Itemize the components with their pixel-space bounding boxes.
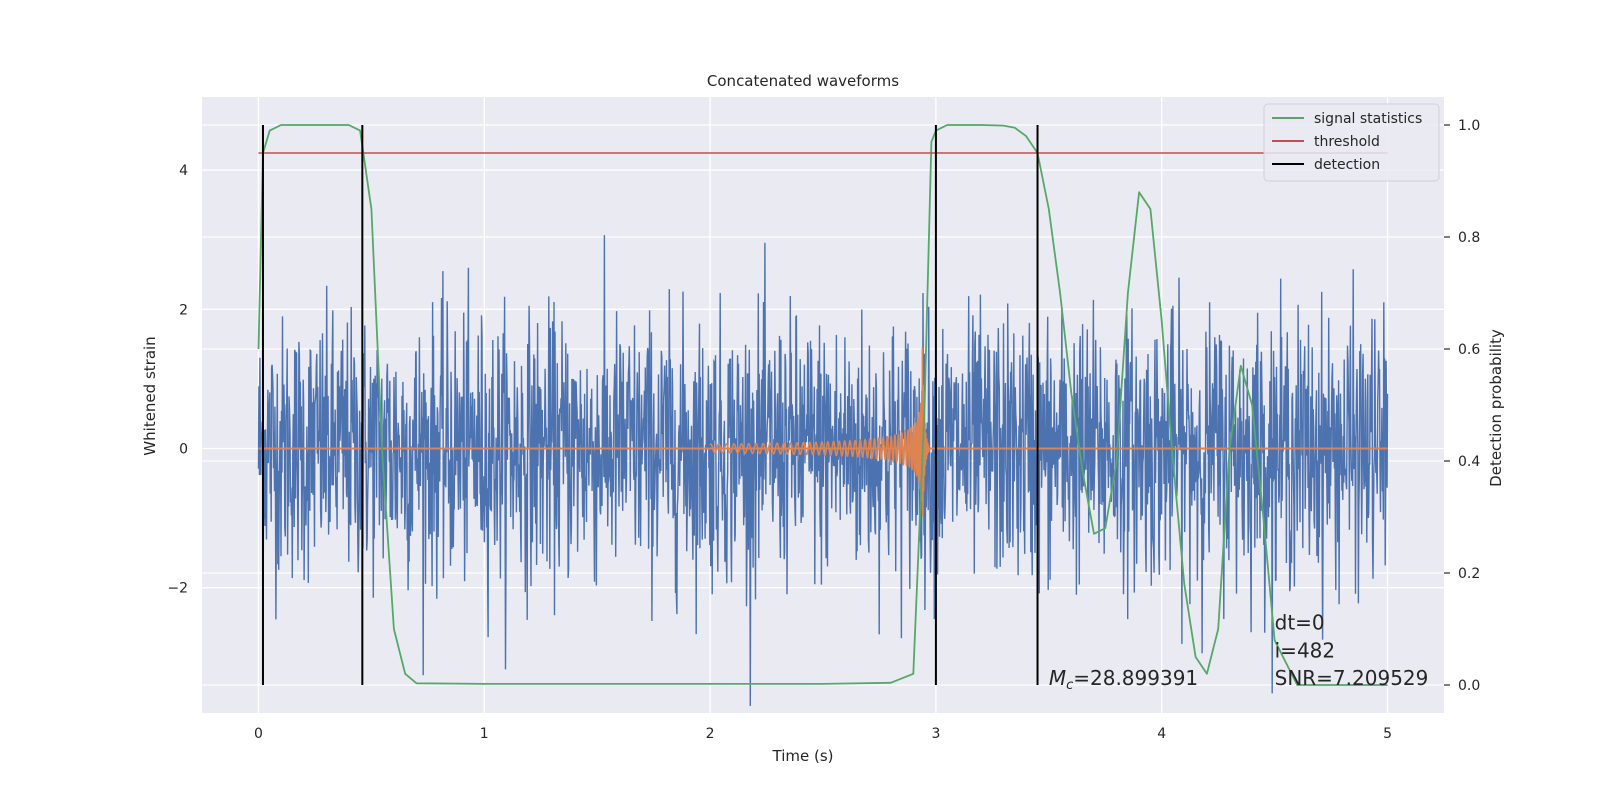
- strain-line: [257, 235, 1389, 707]
- y-tick-label: 0: [179, 442, 188, 458]
- x-tick-label: 1: [480, 726, 489, 742]
- x-tick-label: 4: [1157, 726, 1166, 742]
- legend: signal statistics threshold detection: [1263, 103, 1440, 182]
- legend-label: threshold: [1314, 134, 1380, 150]
- x-axis-ticks: 0 1 2 3 4 5: [254, 726, 1392, 742]
- y2-tick-label: 0.4: [1458, 454, 1480, 470]
- y-axis-label: Whitened strain: [141, 336, 159, 455]
- waveform-chirp: [709, 347, 930, 517]
- signal-statistics-line: [257, 124, 1388, 686]
- x-tick-label: 0: [254, 726, 263, 742]
- chart-title: Concatenated waveforms: [707, 72, 899, 90]
- legend-box: [1263, 103, 1440, 182]
- signal-statistics-series: [257, 124, 1388, 686]
- annotation-text: Mc=28.899391: [1049, 666, 1198, 693]
- legend-label: signal statistics: [1314, 111, 1422, 127]
- strain-series: [257, 235, 1389, 707]
- y2-axis-ticks: 0.0 0.2 0.4 0.6 0.8 1.0: [1444, 118, 1480, 694]
- x-tick-label: 5: [1383, 726, 1392, 742]
- y2-tick-label: 1.0: [1458, 118, 1480, 134]
- y2-tick-label: 0.6: [1458, 342, 1480, 358]
- y2-axis-label: Detection probability: [1487, 329, 1505, 487]
- y2-tick-label: 0.8: [1458, 230, 1480, 246]
- waveform-series: [258, 347, 1388, 517]
- annotation-text: SNR=7.209529: [1275, 666, 1429, 690]
- y2-tick-label: 0.0: [1458, 678, 1480, 694]
- y2-tick-label: 0.2: [1458, 566, 1480, 582]
- x-axis-label: Time (s): [772, 747, 834, 765]
- y-tick-label: 4: [179, 163, 188, 179]
- y-axis-ticks: −2 0 2 4: [167, 163, 188, 597]
- x-tick-label: 2: [706, 726, 715, 742]
- y-tick-label: 2: [179, 302, 188, 318]
- annotation-text: i=482: [1275, 638, 1336, 662]
- annotation-text: dt=0: [1275, 610, 1325, 634]
- detection-lines: [261, 125, 1039, 685]
- legend-label: detection: [1314, 157, 1380, 173]
- y-tick-label: −2: [167, 581, 188, 597]
- annotations: dt=0 i=482 SNR=7.209529 Mc=28.899391: [1049, 610, 1429, 693]
- x-tick-label: 3: [931, 726, 940, 742]
